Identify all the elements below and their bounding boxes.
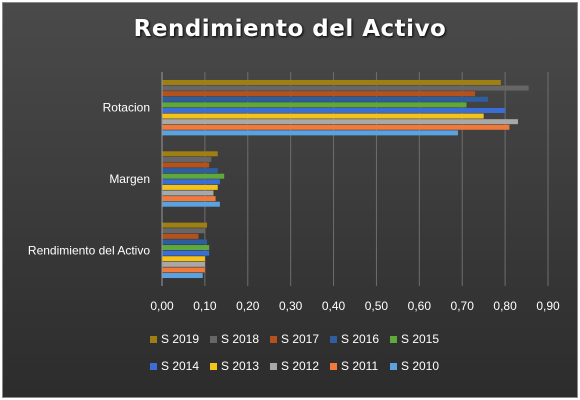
chart-title: Rendimiento del Activo (133, 16, 447, 42)
legend-swatch (330, 362, 337, 370)
legend-label: S 2011 (341, 359, 379, 373)
bar (162, 239, 208, 245)
legend-label: S 2010 (401, 359, 440, 373)
bar (162, 261, 205, 267)
legend-label: S 2015 (401, 332, 440, 346)
legend-label: S 2018 (221, 332, 260, 346)
bar (162, 267, 205, 273)
legend-item: S 2015 (390, 332, 450, 346)
bar (162, 173, 225, 179)
legend-item: S 2016 (330, 332, 390, 346)
legend-swatch (210, 362, 217, 370)
legend: S 2019 S 2018 S 2017 S 2016 S 2015 S 2014 S 20… (150, 332, 450, 373)
legend-item: S 2011 (330, 359, 390, 373)
legend-swatch (390, 362, 397, 370)
x-tick-label: 0,80 (493, 299, 517, 313)
bar (162, 228, 205, 234)
bar (162, 85, 529, 91)
x-tick-label: 0,30 (279, 299, 303, 313)
x-tick-label: 0,50 (365, 299, 389, 313)
bar (162, 256, 205, 262)
legend-item: S 2017 (270, 332, 330, 346)
legend-swatch (150, 362, 157, 370)
legend-label: S 2017 (281, 332, 320, 346)
bar (162, 179, 220, 185)
legend-item: S 2010 (390, 359, 450, 373)
category-label: Rendimiento del Activo (28, 243, 150, 257)
bar (162, 222, 208, 228)
x-tick-label: 0,10 (193, 299, 217, 313)
bar (162, 196, 216, 202)
bar (162, 184, 218, 190)
bar (162, 156, 212, 162)
bar (162, 162, 210, 168)
legend-label: S 2013 (221, 359, 260, 373)
legend-item: S 2013 (210, 359, 270, 373)
legend-item: S 2014 (150, 359, 210, 373)
bar (162, 79, 501, 85)
bar (162, 124, 510, 130)
legend-item: S 2019 (150, 332, 210, 346)
bar (162, 273, 203, 279)
legend-swatch (330, 335, 337, 343)
x-tick-label: 0,20 (236, 299, 260, 313)
legend-swatch (150, 335, 157, 343)
legend-swatch (270, 362, 277, 370)
bar (162, 113, 484, 119)
x-tick-label: 0,00 (150, 299, 174, 313)
bar (162, 119, 518, 125)
bar (162, 190, 214, 196)
x-tick-label: 0,60 (408, 299, 432, 313)
bar (162, 102, 467, 108)
x-tick-label: 0,40 (322, 299, 346, 313)
bar (162, 91, 476, 97)
bar (162, 130, 458, 136)
x-tick-label: 0,70 (451, 299, 475, 313)
bar (162, 168, 218, 174)
bar (162, 245, 210, 251)
bar (162, 201, 220, 207)
legend-swatch (270, 335, 277, 343)
legend-swatch (390, 335, 397, 343)
legend-item: S 2012 (270, 359, 330, 373)
category-label: Rotacion (103, 101, 150, 115)
bar (162, 107, 506, 113)
bar (162, 151, 218, 157)
legend-swatch (210, 335, 217, 343)
legend-label: S 2016 (341, 332, 380, 346)
bar (162, 233, 199, 239)
bar (162, 96, 488, 102)
legend-label: S 2014 (161, 359, 200, 373)
legend-item: S 2018 (210, 332, 270, 346)
legend-label: S 2019 (161, 332, 200, 346)
x-tick-label: 0,90 (536, 299, 560, 313)
bar (162, 250, 210, 256)
legend-label: S 2012 (281, 359, 320, 373)
category-label: Margen (109, 172, 150, 186)
